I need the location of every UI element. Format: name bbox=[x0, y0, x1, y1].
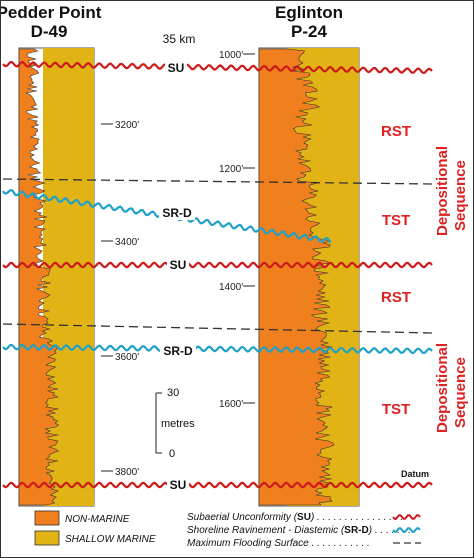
left-depth-label: 3800' bbox=[115, 467, 139, 478]
srd-label-upper: SR-D bbox=[162, 206, 192, 220]
left-well-column bbox=[18, 47, 95, 507]
scale-bottom-value: 0 bbox=[169, 448, 175, 460]
su-label-top: SU bbox=[168, 61, 185, 75]
right-well-column bbox=[258, 47, 360, 507]
su-surface-bottom bbox=[2, 481, 433, 489]
legend: NON-MARINE SHALLOW MARINE Subaerial Unco… bbox=[34, 510, 421, 549]
right-depth-label: 1600' bbox=[219, 399, 243, 410]
left-depth-label: 3600' bbox=[115, 352, 139, 363]
right-depth-label: 1000' bbox=[219, 50, 243, 61]
scale-top-value: 30 bbox=[167, 387, 179, 399]
legend-non-marine-text: NON-MARINE bbox=[65, 514, 130, 525]
srd-surface-lower bbox=[2, 343, 433, 355]
su-surface-top bbox=[2, 60, 433, 75]
legend-shallow-marine-swatch bbox=[34, 530, 60, 546]
su-surface-middle bbox=[2, 261, 433, 269]
srd-label-lower: SR-D bbox=[163, 344, 193, 358]
right-depth-label: 1200' bbox=[219, 164, 243, 175]
legend-mfs-text: Maximum Flooding Surface . . . . . . . .… bbox=[187, 538, 370, 549]
mfs-line-lower bbox=[2, 323, 434, 334]
legend-shallow-marine-text: SHALLOW MARINE bbox=[65, 534, 156, 545]
left-depth-ticks: 3200' 3400' 3600' 3800' bbox=[101, 120, 139, 478]
right-depth-ticks: 1000' 1200' 1400' 1600' bbox=[219, 50, 255, 410]
sequence-label-upper-line2: Sequence bbox=[452, 160, 469, 231]
sequence-label-upper-line1: Depositional bbox=[434, 146, 451, 236]
scale-bar: 30 metres 0 bbox=[155, 387, 195, 460]
rst-label-upper: RST bbox=[381, 123, 411, 140]
mfs-line-upper bbox=[2, 178, 434, 185]
tst-label-lower: TST bbox=[382, 401, 410, 418]
sequence-label-lower-line2: Sequence bbox=[452, 357, 469, 428]
left-depth-label: 3400' bbox=[115, 237, 139, 248]
su-label-bottom: SU bbox=[170, 478, 187, 492]
right-well-name: Eglinton bbox=[275, 3, 343, 22]
right-depth-label: 1400' bbox=[219, 282, 243, 293]
legend-srd-line bbox=[392, 527, 421, 533]
right-non-marine-log bbox=[258, 48, 335, 506]
su-label-middle: SU bbox=[170, 258, 187, 272]
tst-label-upper: TST bbox=[382, 212, 410, 229]
datum-label: Datum bbox=[401, 469, 429, 479]
rst-label-lower: RST bbox=[381, 289, 411, 306]
legend-srd-text: Shoreline Ravinement - Diastemic (SR-D) … bbox=[187, 525, 411, 536]
right-well-id: P-24 bbox=[291, 22, 327, 41]
left-well-id: D-49 bbox=[31, 22, 68, 41]
legend-su-text: Subaerial Unconformity (SU) . . . . . . … bbox=[187, 512, 403, 523]
legend-su-line bbox=[392, 514, 421, 520]
left-well-name: Pedder Point bbox=[1, 3, 102, 22]
scale-unit: metres bbox=[161, 418, 195, 430]
distance-label: 35 km bbox=[163, 32, 196, 46]
left-non-marine-log bbox=[18, 48, 60, 506]
left-shallow-marine-fill bbox=[43, 48, 94, 506]
sequence-label-lower-line1: Depositional bbox=[434, 343, 451, 433]
left-depth-label: 3200' bbox=[115, 120, 139, 131]
legend-non-marine-swatch bbox=[34, 510, 60, 526]
